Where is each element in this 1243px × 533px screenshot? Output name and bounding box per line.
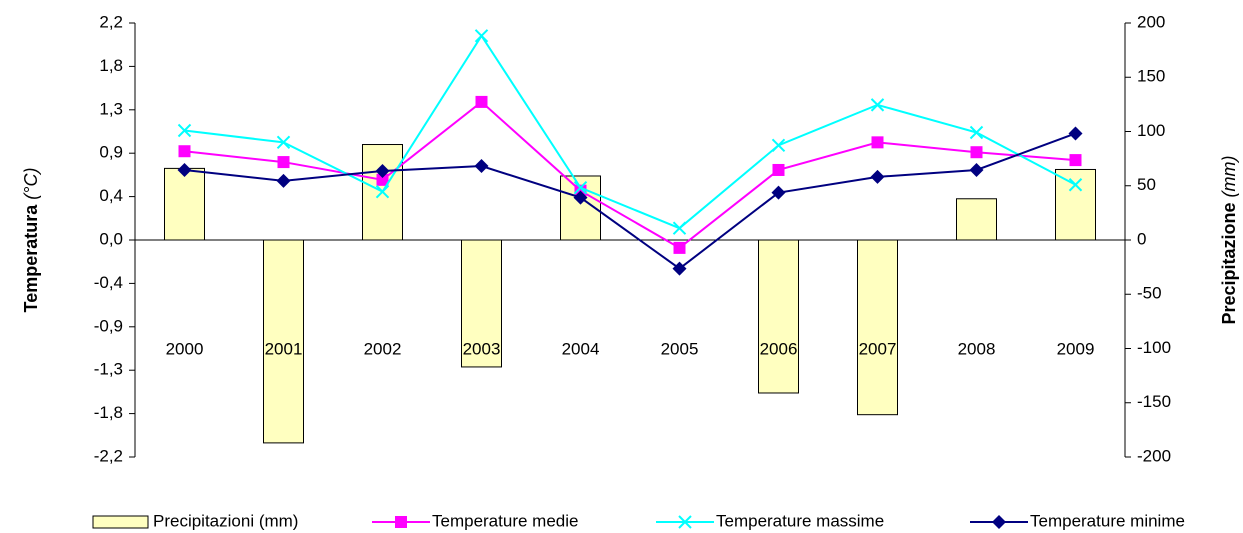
x-tick-label: 2003 [463,339,501,358]
legend-label: Temperature minime [1030,511,1185,530]
legend-swatch [92,515,149,529]
bar [461,239,502,368]
line-marker [375,184,390,199]
line-series [184,132,1076,270]
y2-tick-label: 0 [1137,229,1146,248]
legend-marker [678,515,692,529]
line-marker [276,173,291,188]
line-series [184,100,1076,250]
line-marker [672,221,687,235]
bar [1055,168,1096,241]
y-tick-label: 2,2 [99,12,123,31]
line-marker [376,173,389,186]
line-marker [870,169,885,184]
line-marker [474,159,489,174]
x-tick-label: 2007 [859,339,897,358]
y2-axis-label-text: Precipitazione [1219,202,1239,324]
legend-label: Precipitazioni (mm) [153,511,298,530]
y-tick-label: 1,8 [99,56,123,75]
y-tick-label: 0,9 [99,143,123,162]
y2-axis-label: Precipitazione (mm) [1219,155,1239,324]
y2-axis-label-unit: (mm) [1219,155,1239,197]
bar [758,239,799,394]
legend-marker [395,516,407,528]
y-tick-label: 0,4 [99,186,123,205]
line-marker [969,162,984,177]
line-marker [475,95,488,108]
line-marker [871,136,884,149]
line-marker [277,156,290,169]
line-marker [673,241,686,254]
bar [164,167,205,241]
y2-tick-label: -50 [1137,284,1162,303]
line-marker [970,146,983,159]
y-axis-label: Temperatura (°C) [21,168,41,313]
line-marker [573,181,588,195]
line-series [184,33,1076,230]
line-marker [474,29,489,43]
x-tick-label: 2000 [166,339,204,358]
y2-tick-label: 150 [1137,67,1165,86]
line-marker [771,185,786,200]
y2-tick-label: -100 [1137,338,1171,357]
line-marker [177,162,192,177]
legend-label: Temperature medie [432,511,578,530]
bar [263,239,304,444]
line-marker [1068,178,1083,192]
line-marker [1068,126,1083,141]
line-marker [276,135,291,150]
x-tick-label: 2006 [760,339,798,358]
y2-tick-label: 100 [1137,121,1165,140]
x-tick-label: 2001 [265,339,303,358]
line-marker [969,125,984,140]
line-marker [178,145,191,158]
x-tick-label: 2009 [1057,339,1095,358]
line-marker [672,261,687,276]
y-tick-label: -0,9 [94,316,123,335]
y2-tick-label: 50 [1137,175,1156,194]
bar [956,198,997,241]
y-tick-label: 0,0 [99,229,123,248]
y-tick-label: 1,3 [99,99,123,118]
line-marker [771,138,786,153]
y-tick-label: -1,3 [94,360,123,379]
y2-tick-label: -150 [1137,392,1171,411]
y2-tick-label: -200 [1137,446,1171,465]
y-axis-label-unit: (°C) [21,168,41,200]
y-tick-label: -1,8 [94,403,123,422]
y-axis-label-text: Temperatura [21,204,41,313]
bar [857,239,898,416]
line-marker [772,163,785,176]
x-tick-label: 2008 [958,339,996,358]
legend-marker [992,515,1006,529]
line-marker [375,163,390,178]
y-tick-label: -2,2 [94,446,123,465]
y2-tick-label: 200 [1137,12,1165,31]
line-marker [1069,154,1082,167]
x-tick-label: 2004 [562,339,600,358]
line-marker [870,98,885,112]
line-marker [177,123,192,138]
y-tick-label: -0,4 [94,273,123,292]
line-marker [573,190,588,205]
legend-label: Temperature massime [716,511,884,530]
x-tick-label: 2005 [661,339,699,358]
x-tick-label: 2002 [364,339,402,358]
